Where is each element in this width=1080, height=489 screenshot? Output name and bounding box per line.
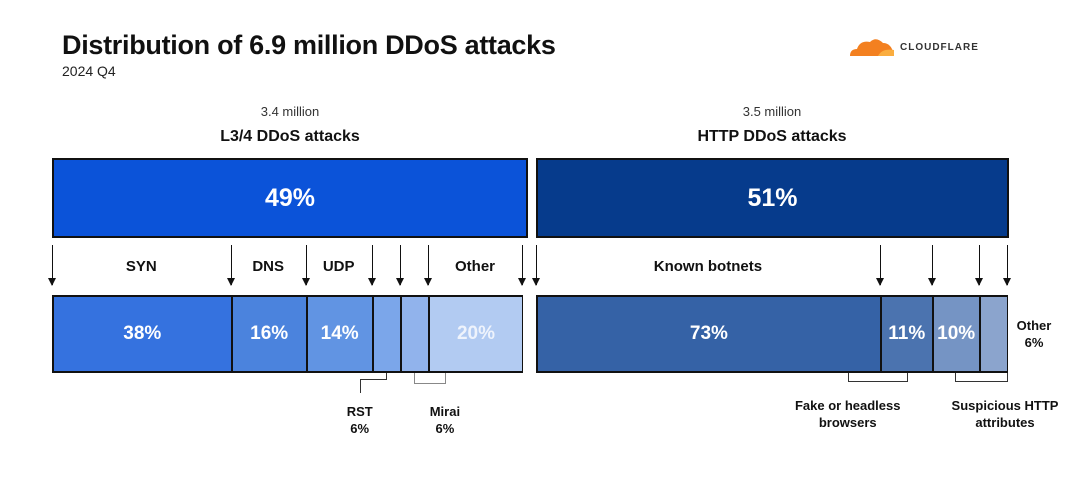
arrow-icon xyxy=(424,245,432,286)
mirai-label: Mirai 6% xyxy=(430,403,460,437)
rst-name: RST xyxy=(346,404,373,419)
arrow-icon xyxy=(302,245,310,286)
mirai-name: Mirai xyxy=(429,404,461,419)
segment-value-label: 14% xyxy=(320,323,359,344)
segment-value-label: 20% xyxy=(456,323,496,344)
segment-value-label: 16% xyxy=(250,323,289,344)
l34-share-bar: 49% xyxy=(52,158,528,238)
segment-name-label: Known botnets xyxy=(653,258,763,275)
segment-name-label: DNS xyxy=(252,258,285,275)
http-other-value: 6% xyxy=(1024,335,1044,350)
http-title: HTTP DDoS attacks xyxy=(697,128,847,145)
arrow-icon xyxy=(518,245,526,286)
segment-other: 20% xyxy=(428,295,523,373)
segment-mirai xyxy=(399,295,429,373)
arrow-icon xyxy=(975,245,983,286)
arrow-icon xyxy=(48,245,56,286)
arrow-icon xyxy=(532,245,540,286)
http-other-label: Other 6% xyxy=(1017,317,1052,351)
rst-value: 6% xyxy=(350,421,370,436)
arrow-icon xyxy=(928,245,936,286)
segment-name-label: UDP xyxy=(322,258,355,275)
arrow-icon xyxy=(227,245,235,286)
l34-share-label: 49% xyxy=(264,183,316,212)
segment-rst xyxy=(371,295,401,373)
rst-connector xyxy=(359,373,387,380)
segment-other xyxy=(978,295,1008,373)
segment-name-label: Other xyxy=(454,258,496,275)
segment-value-label: 11% xyxy=(888,323,926,344)
arrow-icon xyxy=(396,245,404,286)
arrow-icon xyxy=(876,245,884,286)
rst-label: RST 6% xyxy=(347,403,373,437)
segment-udp: 14% xyxy=(305,295,373,373)
segment-value-label: 73% xyxy=(689,323,728,344)
http-count: 3.5 million xyxy=(742,104,802,119)
segment-value-label: 10% xyxy=(937,323,976,344)
cloud-icon xyxy=(850,39,894,56)
segment-syn: 38% xyxy=(52,295,232,373)
http-other-name: Other xyxy=(1016,318,1052,333)
l34-count: 3.4 million xyxy=(260,104,320,119)
l34-title: L3/4 DDoS attacks xyxy=(220,128,360,145)
suspicious-http-label: Suspicious HTTP attributes xyxy=(951,398,1059,430)
suspicious-connector xyxy=(955,373,1008,382)
chart-subtitle: 2024 Q4 xyxy=(62,63,116,79)
fake-connector xyxy=(847,373,908,382)
segment-dns: 16% xyxy=(230,295,307,373)
fake-browsers-label: Fake or headless browsers xyxy=(794,398,901,430)
segment-value-label: 38% xyxy=(123,323,162,344)
rst-connector xyxy=(359,379,361,393)
segment-name-label: SYN xyxy=(125,258,157,275)
http-share-bar: 51% xyxy=(536,158,1009,238)
logo-text: CLOUDFLARE xyxy=(900,41,979,53)
arrow-icon xyxy=(1003,245,1011,286)
segment-fake-or-headless-browsers: 11% xyxy=(879,295,933,373)
chart-title: Distribution of 6.9 million DDoS attacks xyxy=(62,30,556,60)
http-share-label: 51% xyxy=(747,183,798,212)
mirai-value: 6% xyxy=(435,421,455,436)
segment-known-botnets: 73% xyxy=(536,295,881,373)
arrow-icon xyxy=(368,245,376,286)
segment-suspicious-http-attributes: 10% xyxy=(931,295,980,373)
mirai-connector xyxy=(413,373,446,384)
cloudflare-logo: CLOUDFLARE xyxy=(848,36,979,58)
